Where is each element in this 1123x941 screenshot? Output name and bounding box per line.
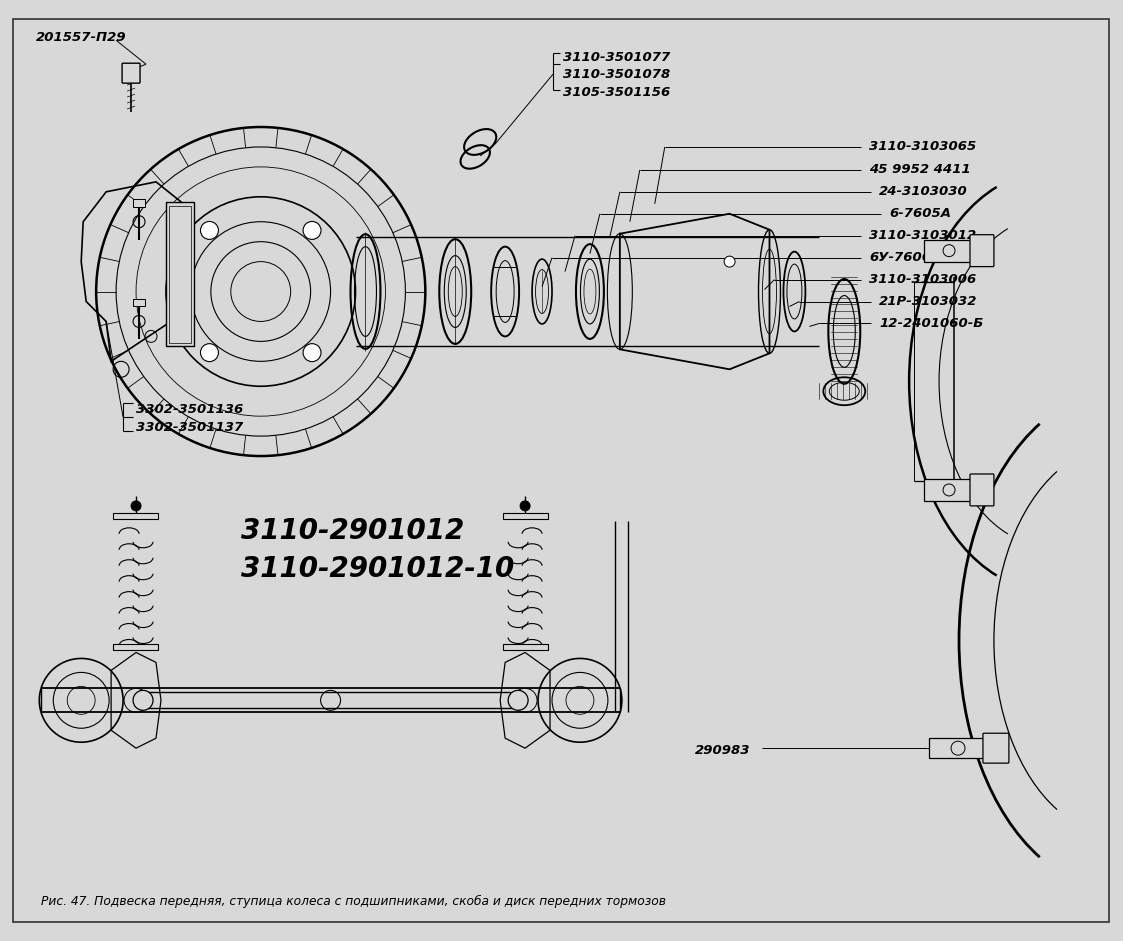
- Circle shape: [303, 221, 321, 239]
- FancyBboxPatch shape: [983, 733, 1008, 763]
- Text: 3110-3501078: 3110-3501078: [563, 68, 670, 81]
- Bar: [113, 513, 158, 518]
- Bar: [924, 240, 974, 262]
- Bar: [503, 513, 548, 518]
- Bar: [133, 298, 145, 307]
- Circle shape: [303, 343, 321, 361]
- Bar: [113, 645, 158, 650]
- Circle shape: [201, 343, 219, 361]
- Text: Рис. 47. Подвеска передняя, ступица колеса с подшипниками, скоба и диск передних: Рис. 47. Подвеска передняя, ступица коле…: [42, 895, 666, 908]
- Bar: [166, 201, 194, 346]
- Text: 12-2401060-Б: 12-2401060-Б: [879, 317, 984, 330]
- Text: 3110-3103012: 3110-3103012: [869, 230, 977, 242]
- Text: 3110-3501077: 3110-3501077: [563, 51, 670, 64]
- Text: 3302-3501137: 3302-3501137: [136, 421, 244, 434]
- Text: 201557-П29: 201557-П29: [36, 31, 127, 44]
- Circle shape: [131, 501, 141, 511]
- Text: 45 9952 4411: 45 9952 4411: [869, 164, 971, 176]
- Bar: [168, 206, 191, 343]
- Bar: [503, 645, 548, 650]
- Text: 3105-3501156: 3105-3501156: [563, 86, 670, 99]
- Bar: [929, 738, 987, 758]
- Circle shape: [201, 221, 219, 239]
- FancyBboxPatch shape: [122, 63, 140, 83]
- Circle shape: [133, 691, 153, 710]
- Text: 6У-7606АУШ: 6У-7606АУШ: [869, 251, 968, 264]
- Text: 21Р-3103032: 21Р-3103032: [879, 295, 978, 308]
- Circle shape: [724, 256, 736, 267]
- Circle shape: [520, 501, 530, 511]
- Text: 24-3103030: 24-3103030: [879, 185, 968, 199]
- Circle shape: [508, 691, 528, 710]
- Bar: [924, 479, 974, 501]
- Text: 3110-3103065: 3110-3103065: [869, 140, 977, 153]
- Text: 3110-2901012-10: 3110-2901012-10: [240, 554, 514, 582]
- Text: 3110-3103006: 3110-3103006: [869, 273, 977, 286]
- Text: 6-7605А: 6-7605А: [889, 207, 951, 220]
- Text: 3110-2901012: 3110-2901012: [240, 517, 464, 545]
- Bar: [133, 199, 145, 207]
- FancyBboxPatch shape: [970, 234, 994, 266]
- Text: 290983: 290983: [695, 743, 750, 757]
- Text: 3302-3501136: 3302-3501136: [136, 403, 244, 416]
- FancyBboxPatch shape: [970, 474, 994, 506]
